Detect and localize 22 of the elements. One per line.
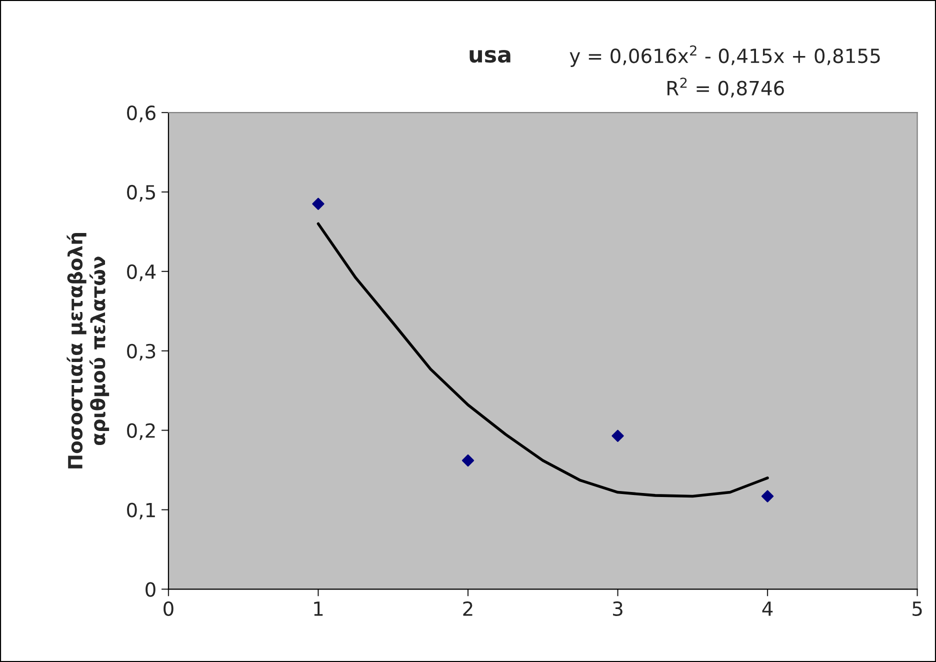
point xyxy=(612,430,624,442)
x-tick-label: 0 xyxy=(164,601,174,616)
x-tick-label: 5 xyxy=(912,602,922,616)
x-tick-label: 3 xyxy=(613,601,622,616)
y-tick-label: 0,2 xyxy=(127,423,155,440)
point xyxy=(462,454,474,467)
text: R$^{2}$ = 0,8746 xyxy=(668,78,784,98)
y-tick-label: 0 xyxy=(146,582,156,597)
y-tick-label: 0,3 xyxy=(127,344,156,361)
x-tick-label: 4 xyxy=(762,602,773,616)
point xyxy=(312,198,324,210)
chart-title: usa xyxy=(470,50,510,63)
line-series xyxy=(316,222,769,498)
text: y = 0,0616x$^{2}$ - 0,415x + 0,8155 xyxy=(570,45,880,67)
y-axis-title: Ποσοστιαία μεταβολή αριθμού πελατών xyxy=(66,233,110,468)
y-tick-label: 0,6 xyxy=(127,105,156,122)
y-tick-label: 0,5 xyxy=(127,184,155,202)
y-tick-label: 0,1 xyxy=(127,502,155,520)
x-tick-label: 1 xyxy=(314,602,323,616)
y-tick-label: 0,4 xyxy=(127,264,156,282)
x-tick-label: 2 xyxy=(463,601,472,616)
point xyxy=(761,490,774,502)
